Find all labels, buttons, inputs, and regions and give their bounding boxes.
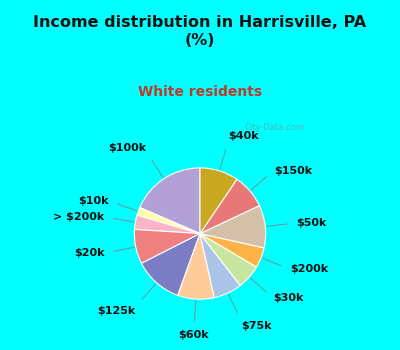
Text: $200k: $200k: [290, 264, 328, 274]
Wedge shape: [200, 233, 240, 298]
Text: $30k: $30k: [273, 293, 303, 303]
Text: $60k: $60k: [179, 330, 209, 340]
Text: City-Data.com: City-Data.com: [244, 123, 304, 132]
Wedge shape: [200, 233, 264, 267]
Wedge shape: [140, 168, 200, 233]
Wedge shape: [200, 168, 237, 233]
Text: $10k: $10k: [78, 196, 109, 206]
Text: $75k: $75k: [241, 321, 272, 331]
Text: $125k: $125k: [98, 306, 136, 316]
Wedge shape: [200, 205, 266, 248]
Text: White residents: White residents: [138, 85, 262, 99]
Text: > $200k: > $200k: [53, 212, 104, 222]
Wedge shape: [200, 233, 256, 286]
Wedge shape: [142, 233, 200, 295]
Wedge shape: [137, 208, 200, 233]
Wedge shape: [178, 233, 214, 299]
Text: $150k: $150k: [274, 166, 312, 176]
Wedge shape: [134, 215, 200, 233]
Text: $40k: $40k: [228, 131, 259, 141]
Text: Income distribution in Harrisville, PA
(%): Income distribution in Harrisville, PA (…: [34, 15, 366, 48]
Wedge shape: [134, 230, 200, 264]
Text: $50k: $50k: [296, 218, 327, 228]
Wedge shape: [200, 179, 260, 233]
Text: $100k: $100k: [109, 142, 147, 153]
Text: $20k: $20k: [74, 248, 105, 258]
